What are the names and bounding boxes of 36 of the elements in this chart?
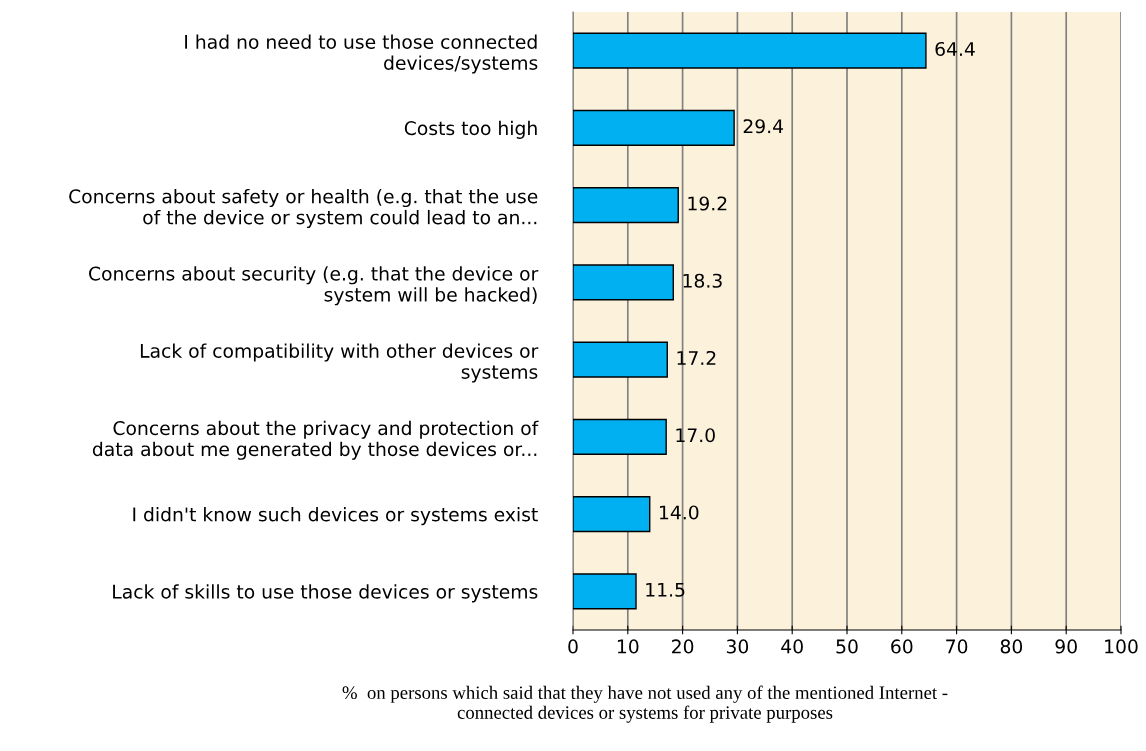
y-tick-label: I didn't know such devices or systems exist bbox=[133, 507, 538, 526]
x-tick-label: 40 bbox=[781, 639, 803, 654]
bar bbox=[573, 341, 668, 378]
x-tick-label: 80 bbox=[1000, 639, 1023, 654]
bar bbox=[573, 109, 735, 146]
bar bbox=[573, 187, 679, 224]
x-tick-label: 30 bbox=[726, 639, 749, 654]
data-label: 19.2 bbox=[688, 196, 727, 211]
x-tick-label: 0 bbox=[568, 639, 578, 654]
data-label: 18.3 bbox=[683, 273, 722, 288]
bar bbox=[573, 573, 637, 610]
data-label: 17.0 bbox=[676, 428, 715, 443]
y-tick-label: Costs too high bbox=[404, 120, 537, 139]
x-tick-label: 10 bbox=[617, 639, 639, 654]
y-tick-label: Lack of skills to use those devices or systems bbox=[113, 584, 538, 603]
x-tick-label: 20 bbox=[672, 639, 694, 654]
y-tick-label: I had no need to use those connected devices/systems bbox=[185, 34, 538, 74]
data-label: 17.2 bbox=[677, 350, 716, 365]
x-tick-label: 50 bbox=[836, 639, 858, 654]
x-tick-label: 60 bbox=[891, 639, 913, 654]
x-tick-label: 70 bbox=[946, 639, 968, 654]
bar bbox=[573, 418, 667, 455]
bar bbox=[573, 32, 927, 69]
x-tick-label: 90 bbox=[1055, 639, 1077, 654]
x-tick-label: 100 bbox=[1105, 639, 1138, 654]
y-tick-label: Lack of compatibility with other devices or systems bbox=[140, 343, 539, 383]
y-tick-label: Concerns about safety or health (e.g. that the use of the device or system could lead to an... bbox=[69, 188, 538, 229]
data-label: 64.4 bbox=[935, 41, 975, 57]
y-tick-label: Concerns about security (e.g. that the device or system will be hacked) bbox=[89, 266, 539, 306]
bar bbox=[573, 264, 674, 301]
data-label: 14.0 bbox=[660, 505, 699, 520]
x-axis-title: % on persons which said that they have not used any of the mentioned Internet - connected devices or systems for private purposes bbox=[342, 685, 948, 723]
bar bbox=[573, 496, 651, 533]
y-tick-label: Concerns about the privacy and protection of data about me generated by those devices or... bbox=[92, 420, 539, 460]
data-label: 29.4 bbox=[743, 119, 784, 134]
data-label: 11.5 bbox=[646, 582, 685, 597]
